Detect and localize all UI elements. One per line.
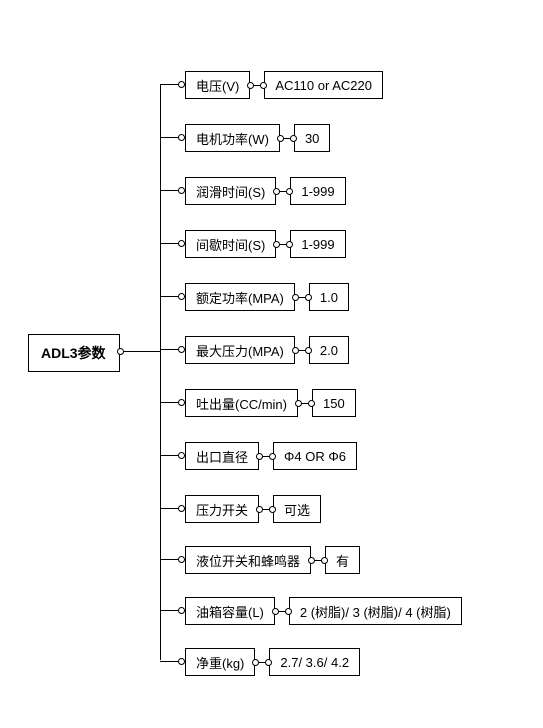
value-box: Φ4 OR Φ6	[273, 442, 357, 470]
value-connector	[250, 85, 264, 86]
branch-line	[160, 610, 182, 611]
param-row: 油箱容量(L) 2 (树脂)/ 3 (树脂)/ 4 (树脂)	[185, 596, 462, 626]
param-row: 电压(V) AC110 or AC220	[185, 70, 383, 100]
param-row: 润滑时间(S) 1-999	[185, 176, 346, 206]
param-box: 净重(kg)	[185, 648, 255, 676]
root-node: ADL3参数	[28, 334, 120, 372]
value-connector	[259, 456, 273, 457]
value-box: 1-999	[290, 230, 345, 258]
branch-line	[160, 559, 182, 560]
branch-line	[160, 243, 182, 244]
param-box: 油箱容量(L)	[185, 597, 275, 625]
value-box: AC110 or AC220	[264, 71, 383, 99]
param-row: 净重(kg) 2.7/ 3.6/ 4.2	[185, 647, 360, 677]
branch-line	[160, 84, 182, 85]
param-box: 液位开关和蜂鸣器	[185, 546, 311, 574]
value-box: 1.0	[309, 283, 349, 311]
value-connector	[259, 509, 273, 510]
param-row: 吐出量(CC/min) 150	[185, 388, 356, 418]
param-box: 额定功率(MPA)	[185, 283, 295, 311]
branch-line	[160, 455, 182, 456]
param-row: 最大压力(MPA) 2.0	[185, 335, 349, 365]
param-box: 最大压力(MPA)	[185, 336, 295, 364]
param-box: 润滑时间(S)	[185, 177, 276, 205]
branch-line	[160, 508, 182, 509]
branch-line	[160, 661, 182, 662]
param-box: 吐出量(CC/min)	[185, 389, 298, 417]
value-connector	[276, 244, 290, 245]
value-box: 可选	[273, 495, 321, 523]
branch-line	[160, 349, 182, 350]
value-box: 2.0	[309, 336, 349, 364]
value-connector	[255, 662, 269, 663]
root-connector	[120, 351, 160, 352]
branch-line	[160, 402, 182, 403]
value-connector	[311, 560, 325, 561]
value-connector	[295, 297, 309, 298]
branch-line	[160, 137, 182, 138]
param-box: 压力开关	[185, 495, 259, 523]
param-box: 电压(V)	[185, 71, 250, 99]
value-connector	[275, 611, 289, 612]
value-connector	[276, 191, 290, 192]
value-connector	[295, 350, 309, 351]
value-box: 2.7/ 3.6/ 4.2	[269, 648, 360, 676]
param-row: 电机功率(W) 30	[185, 123, 330, 153]
branch-line	[160, 190, 182, 191]
value-box: 有	[325, 546, 360, 574]
trunk-line	[160, 85, 161, 660]
param-row: 额定功率(MPA) 1.0	[185, 282, 349, 312]
param-row: 压力开关可选	[185, 494, 321, 524]
branch-line	[160, 296, 182, 297]
param-box: 电机功率(W)	[185, 124, 280, 152]
value-box: 30	[294, 124, 330, 152]
param-row: 间歇时间(S) 1-999	[185, 229, 346, 259]
param-box: 间歇时间(S)	[185, 230, 276, 258]
value-box: 150	[312, 389, 356, 417]
value-box: 2 (树脂)/ 3 (树脂)/ 4 (树脂)	[289, 597, 462, 625]
value-box: 1-999	[290, 177, 345, 205]
param-row: 液位开关和蜂鸣器有	[185, 545, 360, 575]
param-row: 出口直径 Φ4 OR Φ6	[185, 441, 357, 471]
value-connector	[298, 403, 312, 404]
value-connector	[280, 138, 294, 139]
param-box: 出口直径	[185, 442, 259, 470]
